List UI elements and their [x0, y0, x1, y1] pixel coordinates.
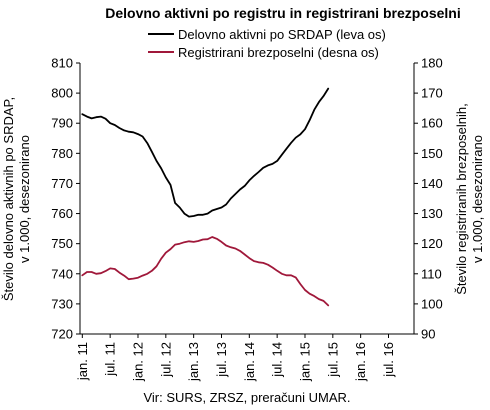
x-tick-label: jul. 12 [158, 342, 173, 378]
left-tick-label: 730 [51, 296, 73, 311]
right-tick-label: 160 [421, 116, 443, 131]
x-tick-label: jul. 15 [325, 342, 340, 378]
left-axis-label-line1: Število delovno aktivnih po SRDAP, [1, 97, 16, 301]
left-tick-label: 780 [51, 146, 73, 161]
left-axis-label-line2: v 1.000, desezonirano [17, 135, 32, 263]
left-tick-label: 770 [51, 176, 73, 191]
source-note: Vir: SURS, ZRSZ, preračuni UMAR. [143, 390, 350, 405]
legend: Delovno aktivni po SRDAP (leva os) Regis… [148, 27, 386, 60]
left-tick-label: 760 [51, 206, 73, 221]
left-tick-label: 740 [51, 266, 73, 281]
series-line-unemployed [81, 236, 330, 307]
right-axis-ticks: 90 100 110 120 130 140 150 160 170 180 [414, 56, 443, 342]
x-axis-ticks: jan. 11 jul. 11 jan. 12 jul. 12 jan. 13 jul. … [75, 334, 396, 382]
right-tick-label: 90 [421, 327, 435, 342]
x-tick-label: jan. 15 [297, 342, 312, 382]
x-tick-label: jan. 11 [75, 342, 90, 381]
right-axis-label-line2: v 1.000, desezonirano [470, 135, 485, 263]
left-axis-ticks: 720 730 740 750 760 770 780 790 800 810 [51, 56, 80, 342]
right-axis-label-line1: Število registriranih brezposelnih, [454, 103, 469, 294]
right-tick-label: 150 [421, 146, 443, 161]
right-tick-label: 180 [421, 56, 443, 71]
x-tick-label: jul. 13 [214, 342, 229, 378]
x-tick-label: jul. 11 [103, 342, 118, 377]
x-tick-label: jul. 14 [270, 342, 285, 378]
right-tick-label: 120 [421, 236, 443, 251]
right-axis-title: Število registriranih brezposelnih, v 1.… [454, 103, 485, 294]
right-tick-label: 100 [421, 296, 443, 311]
right-tick-label: 170 [421, 86, 443, 101]
left-tick-label: 750 [51, 236, 73, 251]
series-group [81, 87, 330, 307]
x-tick-label: jan. 16 [353, 342, 368, 382]
chart-title: Delovno aktivni po registru in registrir… [105, 5, 461, 21]
left-tick-label: 790 [51, 116, 73, 131]
x-tick-label: jan. 14 [242, 342, 257, 382]
left-tick-label: 810 [51, 56, 73, 71]
left-axis-title: Število delovno aktivnih po SRDAP, v 1.0… [1, 97, 32, 301]
right-tick-label: 110 [421, 266, 442, 281]
x-tick-label: jan. 13 [186, 342, 201, 382]
x-tick-label: jul. 16 [381, 342, 396, 378]
left-tick-label: 720 [51, 327, 73, 342]
x-tick-label: jan. 12 [130, 342, 145, 382]
left-tick-label: 800 [51, 86, 73, 101]
legend-label-employed: Delovno aktivni po SRDAP (leva os) [178, 27, 386, 42]
series-line-employed [81, 87, 330, 218]
right-tick-label: 140 [421, 176, 443, 191]
legend-label-unemployed: Registrirani brezposelni (desna os) [178, 45, 379, 60]
right-tick-label: 130 [421, 206, 443, 221]
